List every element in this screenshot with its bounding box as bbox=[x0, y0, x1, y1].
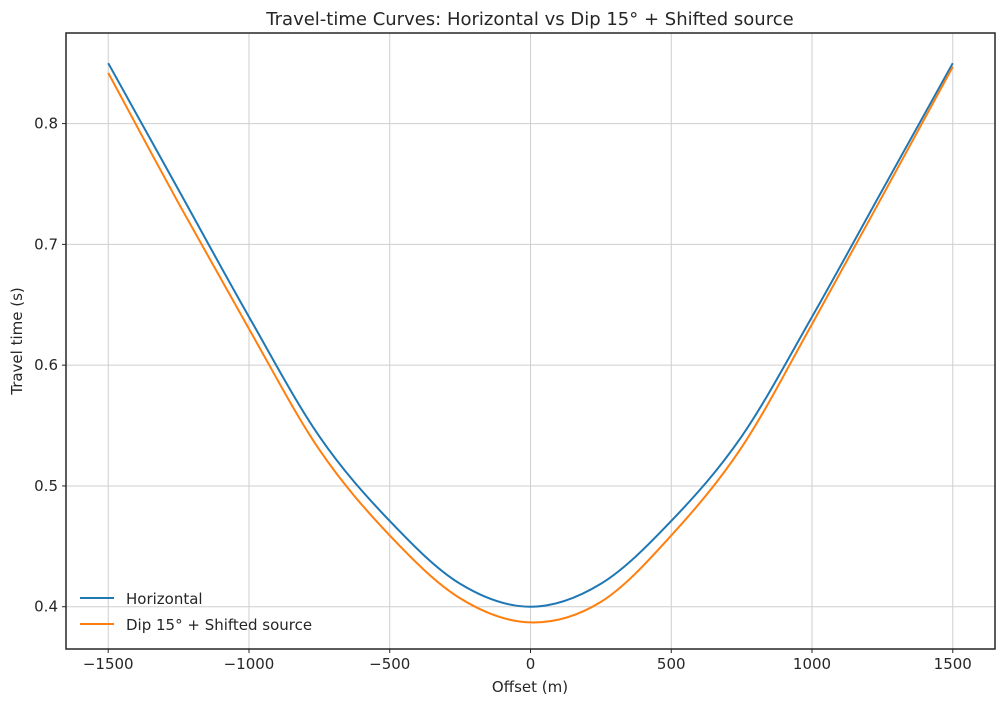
legend: Horizontal Dip 15° + Shifted source bbox=[80, 590, 312, 634]
x-tick-label: 500 bbox=[657, 655, 686, 673]
y-axis-label: Travel time (s) bbox=[8, 287, 26, 396]
x-tick-label: 1000 bbox=[793, 655, 831, 673]
y-tick-label: 0.6 bbox=[34, 356, 58, 374]
x-axis-label: Offset (m) bbox=[492, 678, 568, 696]
axis-ticks: −1500 −1000 −500 0 500 1000 1500 0.4 0.5 0.6 0.7 0.… bbox=[34, 115, 972, 673]
x-tick-label: 1500 bbox=[934, 655, 972, 673]
y-tick-label: 0.7 bbox=[34, 235, 58, 253]
legend-label: Horizontal bbox=[126, 590, 203, 608]
series-line-horizontal bbox=[107, 62, 954, 608]
series-line-dip bbox=[107, 66, 954, 624]
y-tick-label: 0.8 bbox=[34, 115, 58, 133]
y-tick-label: 0.5 bbox=[34, 477, 58, 495]
x-tick-label: 0 bbox=[526, 655, 536, 673]
x-tick-label: −1000 bbox=[224, 655, 275, 673]
chart-title: Travel-time Curves: Horizontal vs Dip 15… bbox=[265, 9, 793, 30]
grid bbox=[66, 33, 995, 649]
series-lines bbox=[107, 62, 954, 624]
legend-label: Dip 15° + Shifted source bbox=[126, 616, 312, 634]
x-tick-label: −500 bbox=[369, 655, 410, 673]
x-tick-label: −1500 bbox=[83, 655, 134, 673]
y-tick-label: 0.4 bbox=[34, 598, 58, 616]
